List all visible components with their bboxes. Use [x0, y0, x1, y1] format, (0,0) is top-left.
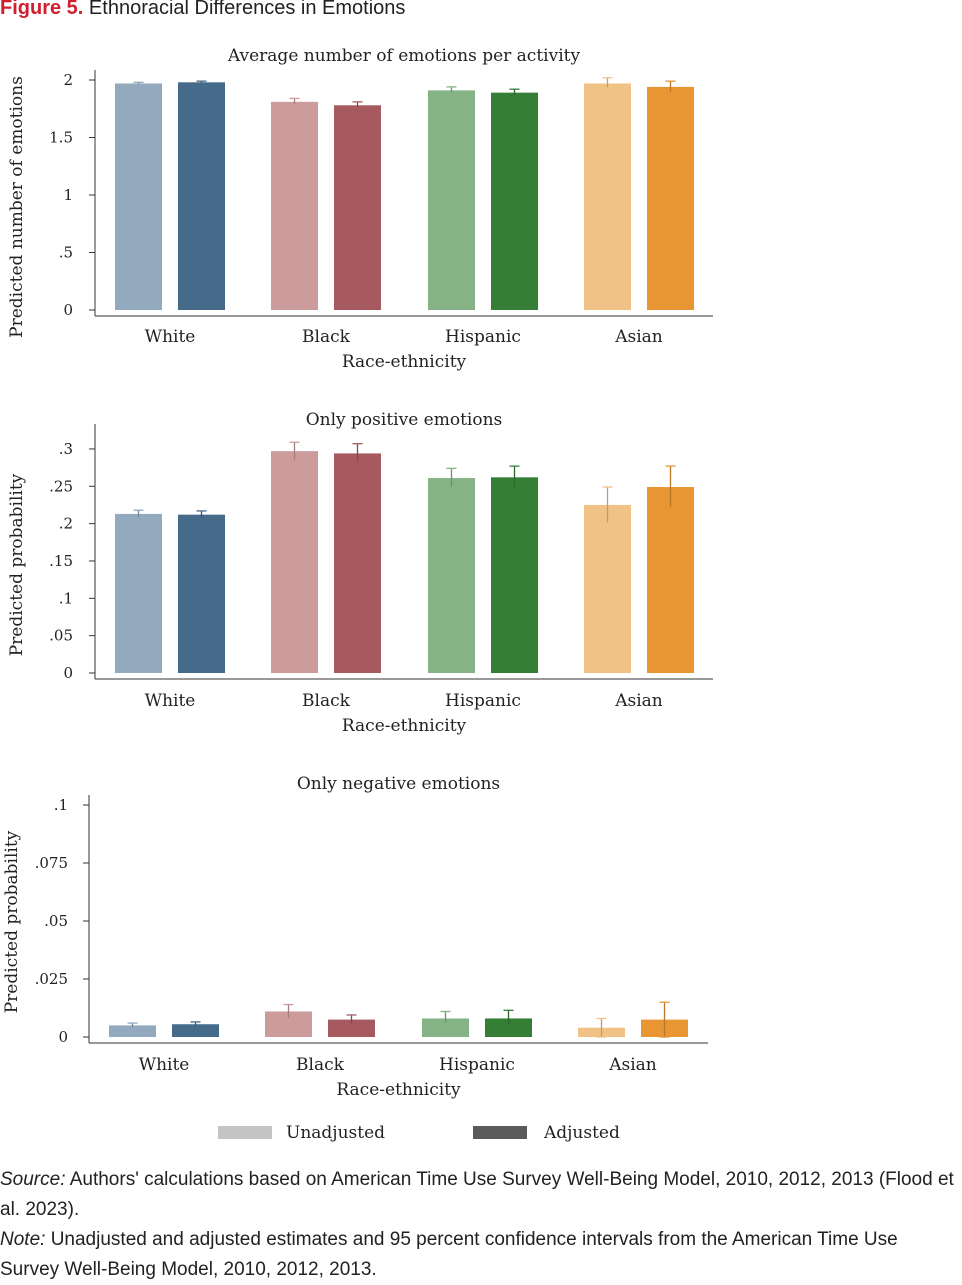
panel-0-category-label: Asian	[614, 327, 663, 347]
panel-2-y-tick-label: .05	[44, 912, 68, 930]
panel-1-y-tick-label: .15	[49, 552, 73, 570]
panel-1-bar-black-unadjusted	[271, 451, 318, 673]
legend-label-adjusted: Adjusted	[543, 1123, 620, 1143]
panel-0-y-tick-label: 1.5	[49, 129, 73, 147]
panel-1-y-tick-label: .2	[59, 515, 73, 533]
panel-2-category-label: Black	[296, 1055, 345, 1075]
panel-2-category-label: White	[139, 1055, 190, 1075]
panel-1-y-tick-label: .1	[59, 589, 73, 607]
panel-1-category-label: Asian	[614, 691, 663, 711]
panel-1-bar-white-unadjusted	[115, 513, 162, 673]
panel-0-y-tick-label: 2	[63, 71, 73, 89]
panel-0-y-tick-label: 1	[63, 186, 73, 204]
panel-0-x-label: Race-ethnicity	[342, 352, 467, 372]
source-text: Authors' calculations based on American …	[0, 1169, 954, 1220]
figure-title: Figure 5. Ethnoracial Differences in Emo…	[0, 0, 405, 20]
legend-label-unadjusted: Unadjusted	[286, 1123, 385, 1143]
panel-0-bar-asian-unadjusted	[584, 83, 631, 310]
panel-0-bar-black-unadjusted	[271, 101, 318, 310]
charts-canvas: Average number of emotions per activity 0…	[2, 46, 713, 1143]
panel-2-bar-white-adjusted	[172, 1024, 219, 1037]
panel-1-bar-hispanic-unadjusted	[428, 478, 475, 673]
figure-title-text: Ethnoracial Differences in Emotions	[88, 0, 406, 19]
panel-2-category-label: Hispanic	[439, 1055, 515, 1075]
panel-2-title: Only negative emotions	[297, 774, 500, 794]
panel-2-bar-black-adjusted	[328, 1019, 375, 1037]
panel-1-bar-asian-adjusted	[647, 487, 694, 673]
source-note: Source: Authors' calculations based on A…	[0, 1165, 962, 1225]
source-label: Source:	[0, 1169, 66, 1190]
panel-1-bar-asian-unadjusted	[584, 504, 631, 673]
panel-1-y-tick-label: 0	[63, 664, 73, 682]
panel-1-bar-hispanic-adjusted	[491, 477, 538, 673]
panel-0-category-label: Black	[302, 327, 351, 347]
panel-2-y-tick-label: .075	[35, 854, 68, 872]
panel-0-bar-white-adjusted	[178, 82, 225, 310]
panel-2-bar-hispanic-unadjusted	[422, 1018, 469, 1037]
panel-1-bar-white-adjusted	[178, 514, 225, 673]
panel-2-bar-hispanic-adjusted	[485, 1018, 532, 1037]
panel-2-y-label: Predicted probability	[2, 830, 22, 1013]
panel-0-category-label: White	[145, 327, 196, 347]
panel-1-y-label: Predicted probability	[7, 473, 27, 656]
panel-2-y-tick-label: 0	[58, 1028, 68, 1046]
panel-1-y-tick-label: .05	[49, 627, 73, 645]
legend-swatch-unadjusted	[218, 1126, 272, 1139]
panel-2-y-tick-label: .1	[54, 796, 68, 814]
panel-1-category-label: Hispanic	[445, 691, 521, 711]
panel-2-y-tick-label: .025	[35, 970, 68, 988]
panel-1-title: Only positive emotions	[306, 410, 503, 430]
panel-2-category-label: Asian	[608, 1055, 657, 1075]
legend-swatch-adjusted	[473, 1126, 527, 1139]
note-text: Unadjusted and adjusted estimates and 95…	[0, 1229, 898, 1280]
panel-2-x-label: Race-ethnicity	[336, 1080, 461, 1100]
panel-0-bar-hispanic-adjusted	[491, 92, 538, 311]
method-note: Note: Unadjusted and adjusted estimates …	[0, 1225, 962, 1285]
note-label: Note:	[0, 1229, 46, 1250]
panel-0-y-tick-label: .5	[59, 244, 73, 262]
panel-1-bar-black-adjusted	[334, 453, 381, 673]
panel-1-category-label: Black	[302, 691, 351, 711]
panel-0-y-tick-label: 0	[63, 301, 73, 319]
panel-1-x-label: Race-ethnicity	[342, 716, 467, 736]
panel-0-bar-white-unadjusted	[115, 83, 162, 310]
panel-1-y-tick-label: .25	[49, 477, 73, 495]
panel-0-title: Average number of emotions per activity	[227, 46, 581, 66]
panel-0-bar-black-adjusted	[334, 105, 381, 310]
panel-2-bar-white-unadjusted	[109, 1025, 156, 1037]
panel-0-bar-hispanic-unadjusted	[428, 90, 475, 310]
panel-1-y-tick-label: .3	[59, 440, 73, 458]
panel-0-y-label: Predicted number of emotions	[7, 76, 27, 338]
panel-1-category-label: White	[145, 691, 196, 711]
panel-0-bar-asian-adjusted	[647, 86, 694, 311]
figure-label: Figure 5.	[0, 0, 84, 19]
panel-0-category-label: Hispanic	[445, 327, 521, 347]
